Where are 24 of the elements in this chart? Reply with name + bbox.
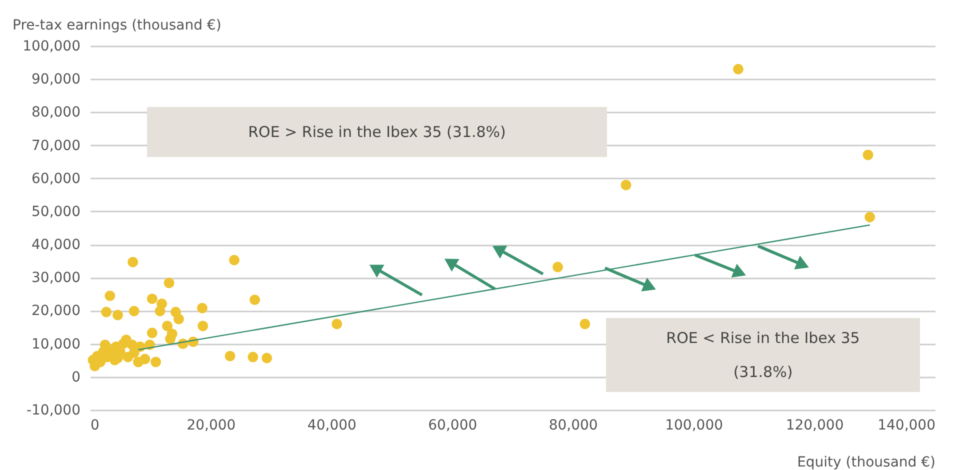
x-axis-title: Equity (thousand €)	[797, 454, 936, 470]
x-tick-label: 120,000	[786, 418, 844, 434]
x-tick-label: 140,000	[878, 418, 936, 434]
y-tick-label: 40,000	[32, 237, 80, 254]
x-tick-label: 40,000	[307, 418, 356, 434]
annotation: ROE > Rise in the Ibex 35 (31.8%)	[248, 123, 506, 141]
y-tick-label: 90,000	[32, 72, 80, 88]
y-tick-label: 10,000	[32, 336, 80, 352]
y-tick-label: -10,000	[26, 402, 80, 418]
x-tick-label: 0	[90, 418, 100, 434]
y-tick-label: 50,000	[32, 204, 80, 220]
y-tick-label: 100,000	[22, 38, 80, 54]
x-tick-label: 100,000	[665, 418, 724, 434]
annotation: ROE < Rise in the Ibex 35 (31.8%)	[666, 329, 860, 381]
x-tick-label: 20,000	[186, 418, 236, 434]
y-tick-label: 80,000	[32, 104, 80, 121]
y-axis-title: Pre-tax earnings (thousand €)	[12, 18, 222, 34]
x-tick-label: 80,000	[548, 418, 598, 434]
x-tick-label: 60,000	[428, 418, 478, 434]
y-tick-label: 60,000	[32, 170, 80, 187]
y-tick-label: 0	[72, 369, 80, 386]
y-tick-label: 30,000	[32, 270, 80, 286]
y-tick-label: 20,000	[32, 303, 80, 320]
y-tick-label: 70,000	[32, 138, 80, 154]
